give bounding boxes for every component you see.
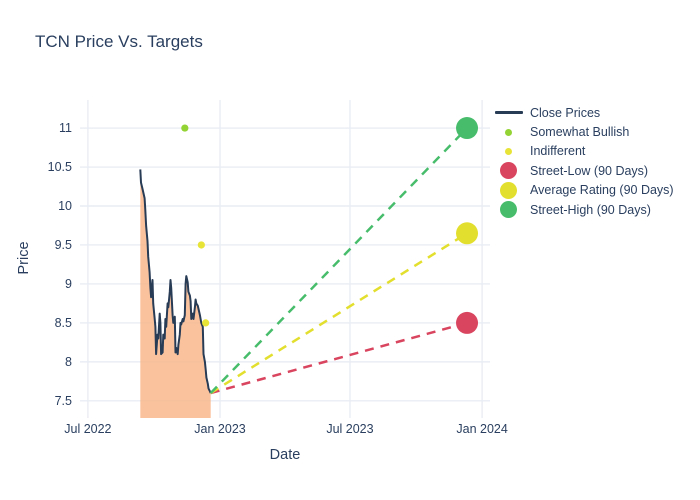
legend-label: Close Prices xyxy=(530,105,601,120)
y-tick-label: 7.5 xyxy=(54,393,72,408)
y-tick-label: 9 xyxy=(65,276,72,291)
legend-item-street_high[interactable]: Street-High (90 Days) xyxy=(492,200,674,219)
chart-title: TCN Price Vs. Targets xyxy=(35,32,203,51)
y-tick-label: 8.5 xyxy=(54,315,72,330)
rating-point-somewhat_bullish xyxy=(181,124,189,132)
x-tick-label: Jul 2022 xyxy=(64,422,112,436)
x-axis-label: Date xyxy=(269,447,301,463)
legend-marker-street_high xyxy=(500,201,517,219)
y-tick-label: 11 xyxy=(59,121,72,136)
target-marker-street_low xyxy=(456,311,479,334)
legend-marker-street_low xyxy=(500,162,517,180)
legend-item-average_rating[interactable]: Average Rating (90 Days) xyxy=(492,181,674,200)
legend-label: Indifferent xyxy=(530,144,586,159)
y-tick-label: 10.5 xyxy=(47,160,72,175)
rating-point-indifferent xyxy=(197,241,205,249)
y-tick-label: 10 xyxy=(58,199,72,213)
y-axis-label: Price xyxy=(16,241,32,275)
legend-dot-icon xyxy=(492,162,525,180)
legend-label: Street-High (90 Days) xyxy=(530,202,651,217)
legend-dot-icon xyxy=(492,181,525,199)
target-line-average_rating xyxy=(210,232,468,395)
target-line-street_high xyxy=(209,127,468,394)
legend: Close Prices Somewhat Bullish Indifferent S… xyxy=(492,103,674,219)
x-tick-label: Jul 2023 xyxy=(326,422,374,436)
legend-marker-close xyxy=(494,111,523,114)
legend-dot-icon xyxy=(492,128,525,136)
legend-dot-icon xyxy=(492,147,525,155)
legend-marker-average_rating xyxy=(500,181,517,199)
rating-point-indifferent xyxy=(202,319,210,327)
legend-item-street_low[interactable]: Street-Low (90 Days) xyxy=(492,161,674,180)
legend-item-somewhat_bullish[interactable]: Somewhat Bullish xyxy=(492,122,674,141)
legend-label: Somewhat Bullish xyxy=(530,125,630,140)
legend-dot-icon xyxy=(492,201,525,219)
target-marker-average_rating xyxy=(456,222,479,245)
y-tick-label: 9.5 xyxy=(54,237,72,252)
target-line-street_low xyxy=(210,321,468,395)
legend-marker-somewhat_bullish xyxy=(505,128,512,136)
close-price-fill xyxy=(140,169,211,418)
y-tick-label: 8 xyxy=(65,354,72,369)
legend-line-icon xyxy=(492,111,525,114)
legend-label: Average Rating (90 Days) xyxy=(530,183,674,198)
legend-item-close[interactable]: Close Prices xyxy=(492,103,674,122)
x-tick-label: Jan 2023 xyxy=(194,422,246,436)
legend-item-indifferent[interactable]: Indifferent xyxy=(492,142,674,161)
target-marker-street_high xyxy=(456,117,479,140)
legend-marker-indifferent xyxy=(505,147,512,155)
close-price-line xyxy=(139,169,212,394)
x-tick-label: Jan 2024 xyxy=(456,422,508,436)
legend-label: Street-Low (90 Days) xyxy=(530,163,649,178)
